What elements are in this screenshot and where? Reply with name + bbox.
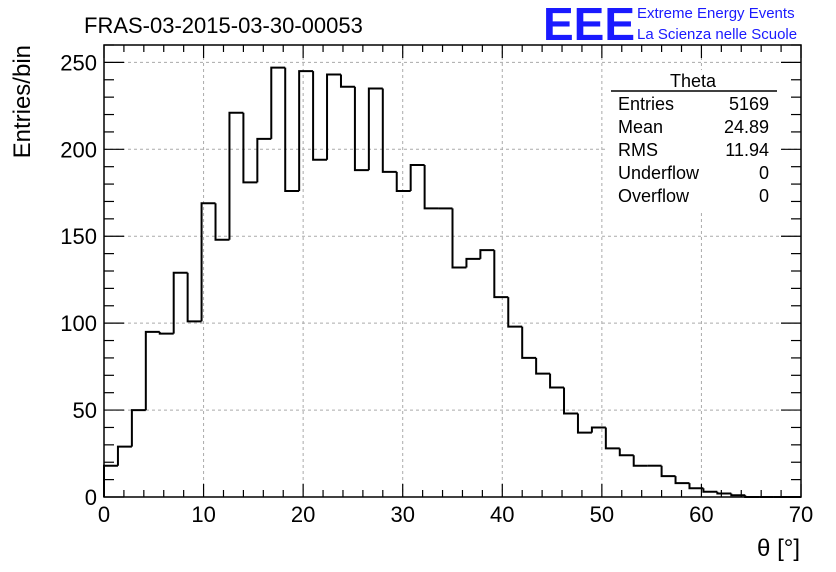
x-tick-label: 10 — [191, 502, 215, 527]
stats-row-value: 0 — [759, 163, 769, 183]
histogram-bin — [228, 111, 244, 240]
histogram-bin — [576, 413, 592, 434]
y-tick-label: 250 — [60, 50, 97, 75]
x-axis-label: θ [°] — [757, 535, 800, 562]
histogram-bin — [158, 331, 174, 335]
histogram-bin — [339, 74, 355, 88]
stats-row-label: Underflow — [618, 163, 700, 183]
histogram-bin — [660, 465, 676, 478]
stats-row-label: Entries — [618, 94, 674, 114]
histogram-bin — [674, 476, 690, 485]
histogram-bin — [618, 448, 634, 457]
histogram-bin — [381, 88, 397, 173]
y-tick-label: 150 — [60, 224, 97, 249]
histogram-bin — [590, 426, 606, 433]
stats-row-label: RMS — [618, 140, 658, 160]
histogram-bin — [367, 87, 383, 171]
x-tick-label: 60 — [689, 502, 713, 527]
x-tick-label: 20 — [291, 502, 315, 527]
stats-row-label: Mean — [618, 117, 663, 137]
eee-logo: EEE Extreme Energy Events La Scienza nel… — [543, 0, 797, 50]
histogram-bin — [479, 249, 495, 259]
histogram-bin — [186, 272, 202, 323]
histogram-bin — [326, 73, 341, 160]
histogram-bin — [298, 70, 314, 192]
histogram-bin — [312, 71, 328, 161]
stats-rows: Entries 5169 Mean 24.89 RMS 11.94 Underflow 0 Ov… — [618, 94, 769, 206]
histogram-bin — [284, 67, 300, 193]
histogram-bin — [116, 445, 132, 466]
stats-row-value: 24.89 — [724, 117, 769, 137]
stats-box-background — [606, 70, 780, 210]
y-tick-label: 100 — [60, 311, 97, 336]
histogram-bin — [604, 427, 620, 450]
histogram-bin — [130, 409, 146, 447]
y-tick-label: 0 — [85, 485, 97, 510]
x-tick-label: 30 — [390, 502, 414, 527]
stats-box: Theta Entries 5169 Mean 24.89 RMS 11.94 Underf… — [606, 70, 780, 210]
histogram-bin — [549, 373, 565, 389]
x-tick-labels: 0 10 20 30 40 50 60 70 — [98, 502, 813, 527]
histogram-bin — [256, 137, 272, 183]
y-axis-label: Entries/bin — [9, 45, 36, 158]
histogram-bin — [353, 86, 369, 172]
histogram-bin — [144, 330, 160, 411]
histogram-bin — [465, 257, 481, 268]
histogram-bars — [103, 66, 801, 498]
histogram-bin — [200, 202, 216, 322]
stats-name: Theta — [670, 71, 717, 91]
histogram-bin — [521, 326, 537, 359]
x-tick-label: 0 — [98, 502, 110, 527]
chart-title: FRAS-03-2015-03-30-00053 — [84, 13, 363, 38]
y-tick-label: 200 — [60, 137, 97, 162]
histogram-bin — [632, 455, 648, 467]
histogram-bin — [103, 464, 118, 497]
histogram-bin — [563, 387, 578, 415]
histogram-bin — [507, 297, 523, 328]
histogram-bin — [688, 483, 704, 490]
x-tick-label: 50 — [590, 502, 614, 527]
histogram-bin — [270, 66, 286, 139]
histogram-bin — [409, 163, 425, 192]
stats-row-value: 0 — [759, 186, 769, 206]
histogram-bin — [451, 208, 467, 269]
stats-row-value: 11.94 — [725, 140, 769, 160]
histogram-bin — [493, 250, 509, 299]
y-tick-labels: 0 50 100 150 200 250 — [60, 50, 97, 510]
histogram-bin — [730, 493, 746, 497]
eee-logo-letters: EEE — [543, 0, 635, 50]
axis-ticks — [103, 44, 802, 498]
histogram-bin — [702, 488, 718, 493]
histogram-bin — [423, 164, 439, 210]
stats-row-value: 5169 — [729, 94, 769, 114]
histogram-bin — [242, 112, 258, 184]
y-tick-label: 50 — [73, 398, 97, 423]
histogram-bin — [716, 491, 732, 495]
x-tick-label: 40 — [490, 502, 514, 527]
histogram-bin — [214, 203, 230, 241]
stats-row-label: Overflow — [618, 186, 690, 206]
histogram-bin — [535, 357, 551, 375]
eee-logo-line2: La Scienza nelle Scuole — [637, 26, 797, 43]
histogram-bin — [395, 171, 411, 193]
histogram-bin — [172, 271, 188, 334]
x-tick-label: 70 — [789, 502, 813, 527]
eee-logo-line1: Extreme Energy Events — [637, 5, 795, 22]
